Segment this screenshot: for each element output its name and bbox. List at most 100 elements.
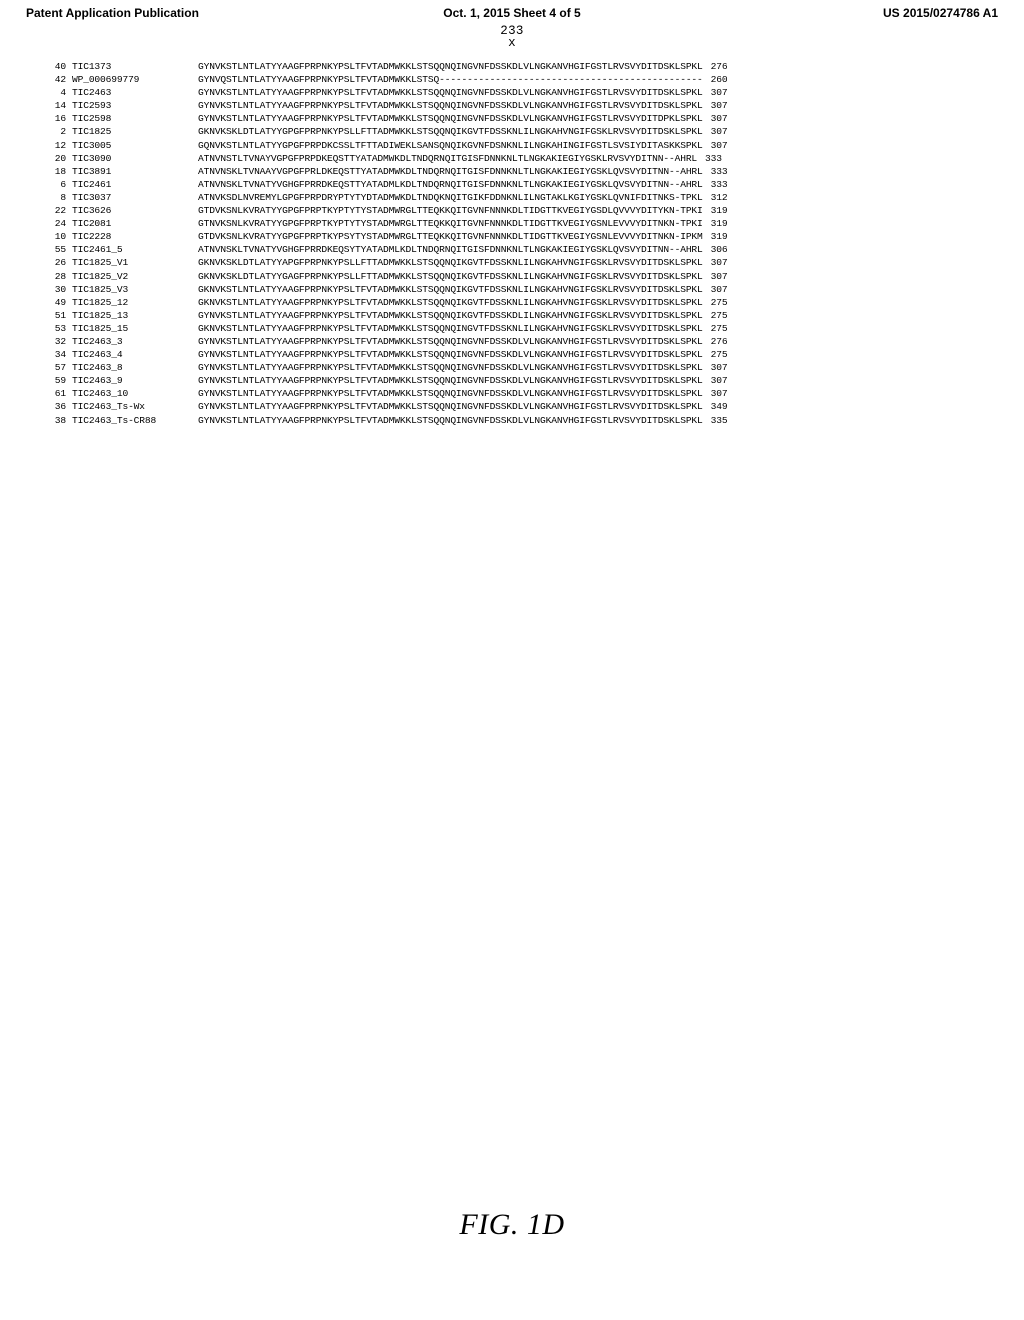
page: Patent Application Publication Oct. 1, 2… bbox=[0, 0, 1024, 1320]
sequence-name: TIC1825 bbox=[72, 125, 198, 138]
row-index: 10 bbox=[40, 230, 72, 243]
alignment-row: 59TIC2463_9GYNVKSTLNTLATYYAAGFPRPNKYPSLT… bbox=[40, 374, 984, 387]
header-center: Oct. 1, 2015 Sheet 4 of 5 bbox=[0, 6, 1024, 20]
sequence-name: TIC1825_15 bbox=[72, 322, 198, 335]
sequence-name: TIC2463_10 bbox=[72, 387, 198, 400]
sequence: GKNVKSKLDTLATYYAPGFPRPNKYPSLLFTTADMWKKLS… bbox=[198, 256, 703, 269]
sequence-length: 307 bbox=[703, 86, 728, 99]
sequence-name: TIC1825_12 bbox=[72, 296, 198, 309]
alignment-row: 42WP_000699779GYNVQSTLNTLATYYAAGFPRPNKYP… bbox=[40, 73, 984, 86]
alignment-row: 26TIC1825_V1GKNVKSKLDTLATYYAPGFPRPNKYPSL… bbox=[40, 256, 984, 269]
alignment-row: 14TIC2593GYNVKSTLNTLATYYAAGFPRPNKYPSLTFV… bbox=[40, 99, 984, 112]
sequence-name: TIC2463_8 bbox=[72, 361, 198, 374]
row-index: 49 bbox=[40, 296, 72, 309]
sequence: GYNVKSTLNTLATYYAAGFPRPNKYPSLTFVTADMWKKLS… bbox=[198, 60, 703, 73]
row-index: 2 bbox=[40, 125, 72, 138]
alignment-row: 6TIC2461ATNVNSKLTVNATYVGHGFPRRDKEQSTTYAT… bbox=[40, 178, 984, 191]
sequence-length: 306 bbox=[703, 243, 728, 256]
sequence: GTNVKSNLKVRATYYGPGFPRPTKYPTYTYSTADMWRGLT… bbox=[198, 217, 703, 230]
row-index: 53 bbox=[40, 322, 72, 335]
alignment-row: 61TIC2463_10GYNVKSTLNTLATYYAAGFPRPNKYPSL… bbox=[40, 387, 984, 400]
header-right: US 2015/0274786 A1 bbox=[883, 6, 998, 20]
sequence: GKNVKSKLDTLATYYGAGFPRPNKYPSLLFTTADMWKKLS… bbox=[198, 270, 703, 283]
sequence-name: TIC2463 bbox=[72, 86, 198, 99]
alignment-row: 8TIC3037ATNVKSDLNVREMYLGPGFPRPDRYPTYTYDT… bbox=[40, 191, 984, 204]
sequence-length: 275 bbox=[703, 348, 728, 361]
sequence: GQNVKSTLNTLATYYGPGFPRPDKCSSLTFTTADIWEKLS… bbox=[198, 139, 703, 152]
row-index: 24 bbox=[40, 217, 72, 230]
sequence-name: TIC1825_V2 bbox=[72, 270, 198, 283]
sequence-length: 333 bbox=[703, 178, 728, 191]
sequence-length: 260 bbox=[703, 73, 728, 86]
sequence-name: TIC1825_13 bbox=[72, 309, 198, 322]
sequence: GKNVKSTLNTLATYYAAGFPRPNKYPSLTFVTADMWKKLS… bbox=[198, 283, 703, 296]
sequence: GYNVKSTLNTLATYYAAGFPRPNKYPSLTFVTADMWKKLS… bbox=[198, 361, 703, 374]
row-index: 51 bbox=[40, 309, 72, 322]
sequence-name: TIC2463_3 bbox=[72, 335, 198, 348]
sequence-length: 307 bbox=[703, 283, 728, 296]
sequence: GTDVKSNLKVRATYYGPGFPRPTKYPSYTYSTADMWRGLT… bbox=[198, 230, 703, 243]
sequence: ATNVKSDLNVREMYLGPGFPRPDRYPTYTYDTADMWKDLT… bbox=[198, 191, 703, 204]
sequence-name: TIC2463_9 bbox=[72, 374, 198, 387]
sequence: ATNVNSKLTVNATYVGHGFPRRDKEQSTTYATADMLKDLT… bbox=[198, 178, 703, 191]
alignment-row: 24TIC2081GTNVKSNLKVRATYYGPGFPRPTKYPTYTYS… bbox=[40, 217, 984, 230]
row-index: 55 bbox=[40, 243, 72, 256]
row-index: 42 bbox=[40, 73, 72, 86]
sequence-name: TIC2461_5 bbox=[72, 243, 198, 256]
alignment-row: 10TIC2228GTDVKSNLKVRATYYGPGFPRPTKYPSYTYS… bbox=[40, 230, 984, 243]
alignment-row: 30TIC1825_V3GKNVKSTLNTLATYYAAGFPRPNKYPSL… bbox=[40, 283, 984, 296]
sequence-name: TIC2463_Ts-CR88 bbox=[72, 414, 198, 427]
sequence-length: 307 bbox=[703, 270, 728, 283]
sequence-name: TIC2598 bbox=[72, 112, 198, 125]
sequence-length: 333 bbox=[703, 165, 728, 178]
sequence-name: TIC2463_Ts-Wx bbox=[72, 400, 198, 413]
sequence-length: 312 bbox=[703, 191, 728, 204]
row-index: 18 bbox=[40, 165, 72, 178]
row-index: 4 bbox=[40, 86, 72, 99]
sequence-length: 349 bbox=[703, 400, 728, 413]
position-mark: x bbox=[0, 36, 1024, 50]
sequence: GKNVKSKLDTLATYYGPGFPRPNKYPSLLFTTADMWKKLS… bbox=[198, 125, 703, 138]
sequence-length: 307 bbox=[703, 361, 728, 374]
alignment-row: 40TIC1373GYNVKSTLNTLATYYAAGFPRPNKYPSLTFV… bbox=[40, 60, 984, 73]
sequence-name: TIC2228 bbox=[72, 230, 198, 243]
sequence-name: TIC2463_4 bbox=[72, 348, 198, 361]
row-index: 26 bbox=[40, 256, 72, 269]
sequence-length: 307 bbox=[703, 99, 728, 112]
sequence-name: TIC2081 bbox=[72, 217, 198, 230]
sequence-length: 275 bbox=[703, 296, 728, 309]
alignment-row: 55TIC2461_5ATNVNSKLTVNATYVGHGFPRRDKEQSYT… bbox=[40, 243, 984, 256]
row-index: 14 bbox=[40, 99, 72, 112]
sequence: GYNVKSTLNTLATYYAAGFPRPNKYPSLTFVTADMWKKLS… bbox=[198, 99, 703, 112]
alignment-row: 12TIC3005GQNVKSTLNTLATYYGPGFPRPDKCSSLTFT… bbox=[40, 139, 984, 152]
row-index: 36 bbox=[40, 400, 72, 413]
sequence: GYNVKSTLNTLATYYAAGFPRPNKYPSLTFVTADMWKKLS… bbox=[198, 387, 703, 400]
row-index: 40 bbox=[40, 60, 72, 73]
alignment-row: 51TIC1825_13GYNVKSTLNTLATYYAAGFPRPNKYPSL… bbox=[40, 309, 984, 322]
sequence-name: TIC1373 bbox=[72, 60, 198, 73]
sequence-name: TIC3005 bbox=[72, 139, 198, 152]
sequence: GYNVKSTLNTLATYYAAGFPRPNKYPSLTFVTADMWKKLS… bbox=[198, 86, 703, 99]
row-index: 8 bbox=[40, 191, 72, 204]
figure-caption: FIG. 1D bbox=[0, 1208, 1024, 1242]
row-index: 16 bbox=[40, 112, 72, 125]
sequence-length: 335 bbox=[703, 414, 728, 427]
sequence-length: 307 bbox=[703, 139, 728, 152]
sequence-length: 319 bbox=[703, 204, 728, 217]
sequence: GYNVKSTLNTLATYYAAGFPRPNKYPSLTFVTADMWKKLS… bbox=[198, 374, 703, 387]
alignment-row: 34TIC2463_4GYNVKSTLNTLATYYAAGFPRPNKYPSLT… bbox=[40, 348, 984, 361]
alignment-row: 49TIC1825_12GKNVKSTLNTLATYYAAGFPRPNKYPSL… bbox=[40, 296, 984, 309]
sequence-name: TIC2593 bbox=[72, 99, 198, 112]
sequence: GYNVKSTLNTLATYYAAGFPRPNKYPSLTFVTADMWKKLS… bbox=[198, 414, 703, 427]
alignment-row: 38TIC2463_Ts-CR88GYNVKSTLNTLATYYAAGFPRPN… bbox=[40, 414, 984, 427]
alignment-row: 28TIC1825_V2GKNVKSKLDTLATYYGAGFPRPNKYPSL… bbox=[40, 270, 984, 283]
sequence-name: TIC3037 bbox=[72, 191, 198, 204]
row-index: 38 bbox=[40, 414, 72, 427]
row-index: 57 bbox=[40, 361, 72, 374]
sequence: ATNVNSTLTVNAYVGPGFPRPDKEQSTTYATADMWKDLTN… bbox=[198, 152, 697, 165]
alignment-row: 36TIC2463_Ts-WxGYNVKSTLNTLATYYAAGFPRPNKY… bbox=[40, 400, 984, 413]
row-index: 32 bbox=[40, 335, 72, 348]
alignment-row: 16TIC2598GYNVKSTLNTLATYYAAGFPRPNKYPSLTFV… bbox=[40, 112, 984, 125]
sequence-name: TIC3891 bbox=[72, 165, 198, 178]
sequence-length: 319 bbox=[703, 230, 728, 243]
